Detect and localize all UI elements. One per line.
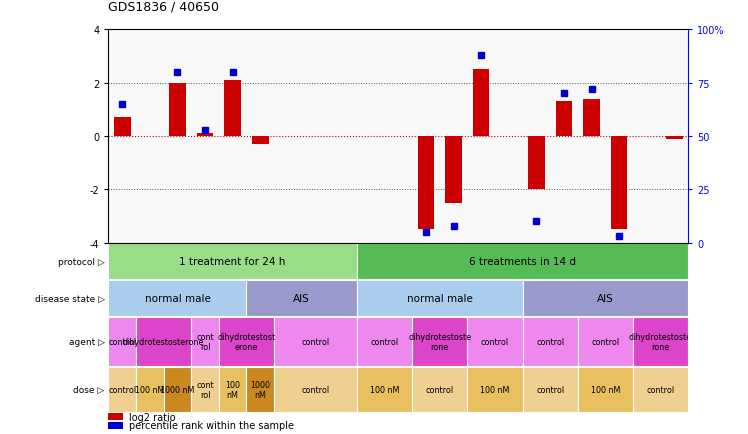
Text: 1 treatment for 24 h: 1 treatment for 24 h [180, 256, 286, 266]
Bar [412, 317, 468, 366]
Bar [523, 367, 577, 412]
Bar [528, 137, 545, 190]
Bar [473, 70, 489, 137]
Bar [611, 137, 628, 230]
Bar [445, 137, 462, 203]
Text: log2 ratio: log2 ratio [129, 412, 175, 421]
Bar [219, 317, 274, 366]
Bar [108, 367, 136, 412]
Bar [136, 367, 164, 412]
Text: control: control [426, 385, 454, 394]
Text: control: control [591, 337, 619, 346]
Bar [556, 102, 572, 137]
Bar [274, 317, 357, 366]
Bar [191, 367, 219, 412]
Bar [197, 134, 213, 137]
Bar [666, 137, 683, 139]
Bar [164, 367, 191, 412]
Text: control: control [301, 385, 330, 394]
Text: dihydrotestoste
rone: dihydrotestoste rone [408, 332, 471, 352]
Text: dihydrotestost
erone: dihydrotestost erone [218, 332, 275, 352]
Text: dose ▷: dose ▷ [73, 385, 105, 394]
Text: GDS1836 / 40650: GDS1836 / 40650 [108, 0, 219, 13]
Text: control: control [370, 337, 399, 346]
Bar [577, 317, 633, 366]
Bar [633, 317, 688, 366]
Text: dihydrotestosterone: dihydrotestosterone [123, 337, 204, 346]
Bar [577, 367, 633, 412]
Bar [633, 367, 688, 412]
Bar [169, 83, 186, 137]
Bar [108, 422, 123, 429]
Text: protocol ▷: protocol ▷ [58, 257, 105, 266]
Text: AIS: AIS [293, 293, 310, 303]
Text: 1000
nM: 1000 nM [251, 380, 270, 399]
Text: 100 nM: 100 nM [591, 385, 620, 394]
Bar [224, 81, 241, 137]
Bar [357, 317, 412, 366]
Bar [523, 280, 688, 316]
Bar [468, 367, 523, 412]
Text: 6 treatments in 14 d: 6 treatments in 14 d [469, 256, 576, 266]
Text: dihydrotestoste
rone: dihydrotestoste rone [629, 332, 692, 352]
Bar [523, 317, 577, 366]
Text: cont
rol: cont rol [196, 380, 214, 399]
Text: 100 nM: 100 nM [135, 385, 165, 394]
Bar [108, 413, 123, 420]
Text: control: control [646, 385, 675, 394]
Text: control: control [481, 337, 509, 346]
Text: AIS: AIS [597, 293, 613, 303]
Bar [468, 317, 523, 366]
Bar [357, 280, 523, 316]
Bar [247, 367, 274, 412]
Text: percentile rank within the sample: percentile rank within the sample [129, 421, 294, 430]
Text: disease state ▷: disease state ▷ [34, 294, 105, 303]
Text: control: control [108, 337, 136, 346]
Text: agent ▷: agent ▷ [69, 337, 105, 346]
Text: normal male: normal male [144, 293, 210, 303]
Text: cont
rol: cont rol [196, 332, 214, 352]
Bar [417, 137, 434, 230]
Bar [412, 367, 468, 412]
Bar [108, 280, 247, 316]
Bar [108, 317, 136, 366]
Bar [583, 99, 600, 137]
Bar [114, 118, 131, 137]
Bar [357, 367, 412, 412]
Bar [357, 243, 688, 279]
Text: control: control [536, 337, 564, 346]
Bar [191, 317, 219, 366]
Text: 100
nM: 100 nM [225, 380, 240, 399]
Text: 100 nM: 100 nM [370, 385, 399, 394]
Bar [252, 137, 269, 145]
Bar [247, 280, 357, 316]
Bar [108, 243, 357, 279]
Bar [219, 367, 247, 412]
Bar [136, 317, 191, 366]
Text: 100 nM: 100 nM [480, 385, 509, 394]
Text: control: control [536, 385, 564, 394]
Text: 1000 nM: 1000 nM [160, 385, 194, 394]
Text: control: control [108, 385, 136, 394]
Text: normal male: normal male [407, 293, 473, 303]
Text: control: control [301, 337, 330, 346]
Bar [274, 367, 357, 412]
